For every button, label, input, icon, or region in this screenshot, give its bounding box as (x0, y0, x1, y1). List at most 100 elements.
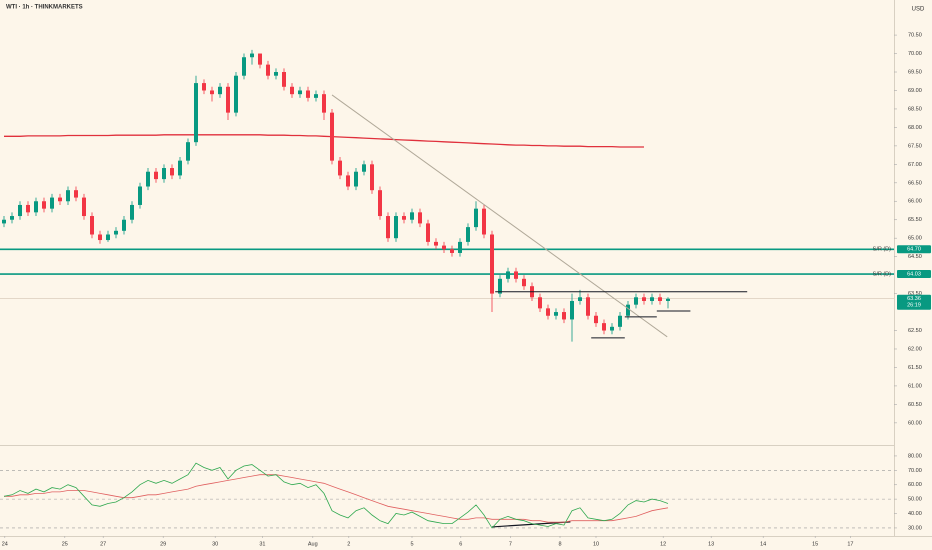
x-tick-label: 27 (100, 541, 106, 547)
rsi-tick-label: 70.00 (908, 468, 922, 474)
sr-level-box (897, 270, 931, 279)
candle-body (114, 230, 118, 235)
candle-body (298, 90, 302, 95)
candle-body (26, 204, 30, 213)
y-tick-label: 67.50 (908, 143, 922, 149)
y-tick-label: 63.50 (908, 291, 922, 297)
rsi-tick-label: 40.00 (908, 511, 922, 517)
sr-level-name: S/R (D) (873, 271, 892, 277)
candle-body (154, 171, 158, 180)
candle-body (266, 64, 270, 76)
y-tick-label: 60.50 (908, 402, 922, 408)
rsi-tick-label: 50.00 (908, 497, 922, 503)
last-price-box (897, 294, 931, 310)
candle-body (514, 271, 518, 279)
candle-body (322, 94, 326, 113)
x-tick-label: 29 (160, 541, 166, 547)
candle-body (658, 297, 662, 301)
drawn-line (491, 521, 571, 528)
moving-average (4, 134, 644, 148)
x-tick-label: Aug (308, 541, 318, 547)
y-tick-label: 62.00 (908, 346, 922, 352)
candle-body (394, 216, 398, 239)
y-tick-label: 68.00 (908, 125, 922, 131)
y-tick-label: 68.50 (908, 106, 922, 112)
candle-body (170, 168, 174, 176)
y-tick-label: 69.00 (908, 88, 922, 94)
y-tick-label: 70.50 (908, 33, 922, 39)
candle-body (138, 186, 142, 205)
candle-body (258, 53, 262, 65)
sr-level-name: S/R (D) (873, 247, 892, 253)
candle-body (426, 223, 430, 242)
candle-body (618, 315, 622, 327)
candle-body (226, 86, 230, 113)
candle-body (370, 164, 374, 191)
x-tick-label: 13 (708, 541, 714, 547)
candle-body (290, 86, 294, 95)
candle-body (610, 326, 614, 331)
x-tick-label: 6 (459, 541, 462, 547)
drawn-line (331, 94, 668, 338)
candle-body (594, 315, 598, 324)
candle-body (42, 201, 46, 209)
candle-body (122, 219, 126, 231)
candle-body (458, 241, 462, 253)
candle-body (522, 278, 526, 287)
x-tick-label: 25 (62, 541, 68, 547)
candle-body (450, 249, 454, 253)
candle-body (642, 297, 646, 301)
x-tick-label: 12 (660, 541, 666, 547)
candle-body (538, 297, 542, 309)
candle-body (90, 216, 94, 235)
candle-body (482, 208, 486, 235)
candle-body (130, 204, 134, 220)
candle-body (34, 201, 38, 213)
candle-body (402, 216, 406, 220)
candle-body (354, 171, 358, 187)
x-tick-label: 30 (212, 541, 218, 547)
candle-body (10, 216, 14, 220)
candle-body (362, 164, 366, 172)
candle-body (586, 297, 590, 316)
x-tick-label: 8 (558, 541, 561, 547)
candle-body (578, 297, 582, 301)
candle-body (506, 271, 510, 279)
candle-body (274, 72, 278, 76)
y-tick-label: 60.00 (908, 420, 922, 426)
candle-body (490, 234, 494, 294)
candle-body (346, 175, 350, 187)
candle-body (146, 171, 150, 187)
rsi-ma (4, 474, 669, 523)
candle-body (546, 308, 550, 316)
x-tick-label: 5 (410, 541, 413, 547)
x-tick-label: 14 (760, 541, 766, 547)
candle-body (602, 323, 606, 331)
candle-body (74, 190, 78, 198)
last-price-label: 63.36 (907, 296, 921, 302)
candle-body (306, 90, 310, 98)
y-tick-label: 65.00 (908, 236, 922, 242)
candle-body (378, 190, 382, 217)
candle-body (210, 90, 214, 95)
candle-body (50, 197, 54, 209)
candle-body (386, 216, 390, 239)
candle-body (98, 234, 102, 241)
candle-body (162, 168, 166, 180)
candle-body (242, 57, 246, 76)
candle-body (218, 86, 222, 95)
candle-body (634, 297, 638, 305)
currency: USD (912, 7, 925, 13)
candle-body (314, 94, 318, 98)
y-tick-label: 61.50 (908, 365, 922, 371)
candle-body (570, 300, 574, 320)
y-tick-label: 64.50 (908, 254, 922, 260)
candle-body (474, 208, 478, 228)
x-tick-label: 17 (847, 541, 853, 547)
candle-body (498, 278, 502, 294)
x-tick-label: 31 (259, 541, 265, 547)
sr-level-box (897, 245, 931, 254)
candle-body (250, 53, 254, 58)
